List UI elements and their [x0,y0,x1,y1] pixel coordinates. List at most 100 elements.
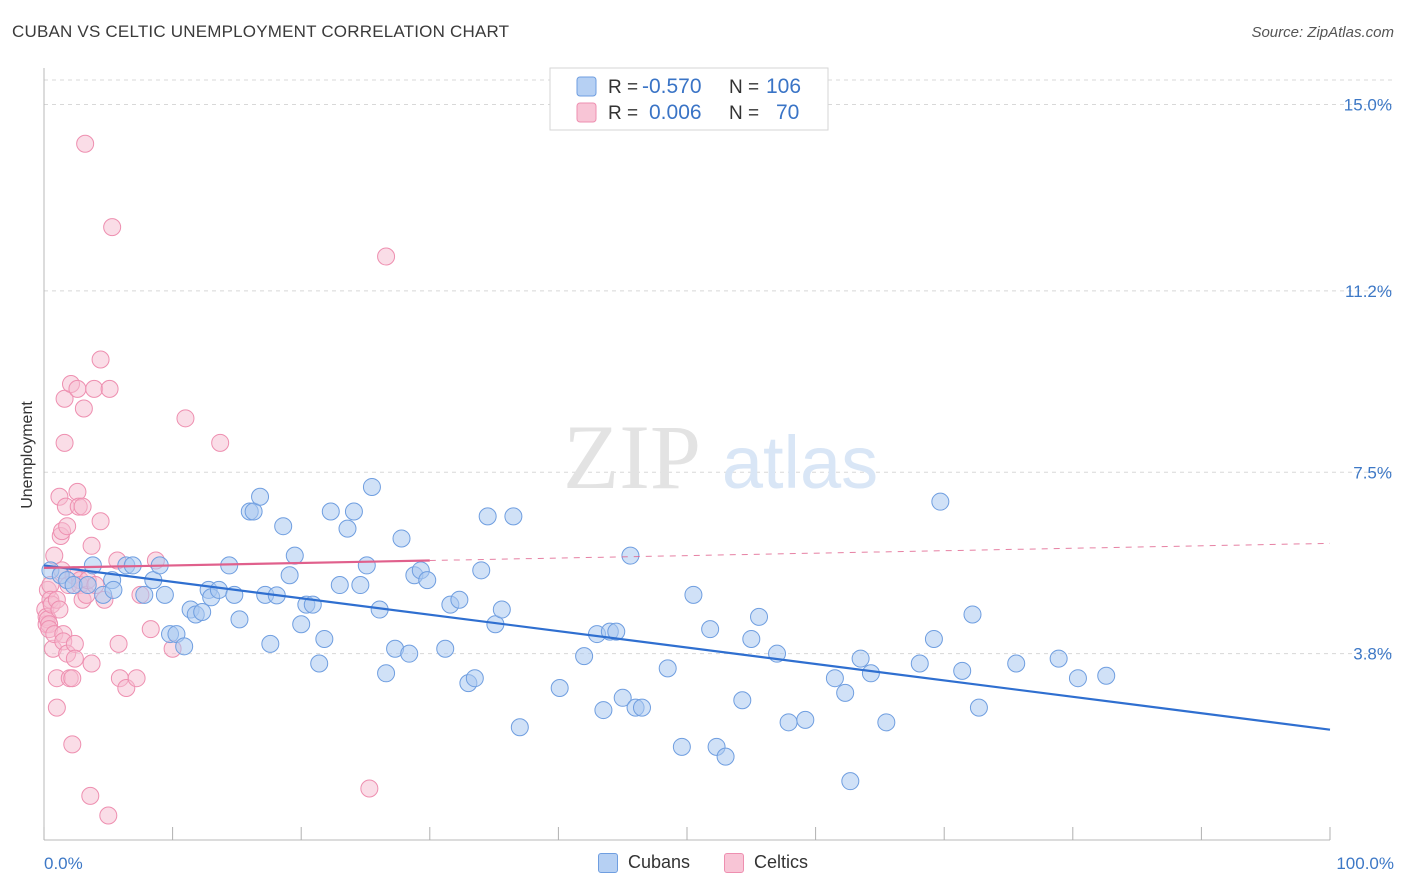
cubans-point [796,710,815,729]
cubans-point [104,580,123,599]
celtics-point [76,134,95,153]
x-tick-label-start: 0.0% [44,854,83,873]
cubans-point [924,629,943,648]
cubans-point [672,737,691,756]
cubans-point [330,576,349,595]
y-tick-label: 7.5% [1353,463,1392,482]
celtics-point [377,247,396,266]
cubans-point [836,683,855,702]
cubans-point [575,647,594,666]
cubans-point [851,649,870,668]
series-legend: Cubans Celtics [0,852,1406,873]
celtics-point [109,634,128,653]
cubans-point [310,654,329,673]
celtics-point [65,649,84,668]
cubans-point [436,639,455,658]
cubans-point [321,502,340,521]
cubans-point [621,546,640,565]
cubans-point [607,622,626,641]
watermark-zip: ZIP [563,406,701,508]
y-tick-label: 15.0% [1344,96,1392,115]
cubans-point [280,566,299,585]
x-tick-label-end: 100.0% [1336,854,1394,873]
celtics-point [81,786,100,805]
celtics-point [73,497,92,516]
cubans-point [684,585,703,604]
cubans-point [377,664,396,683]
watermark: ZIP atlas [563,406,878,508]
cubans-point [193,603,212,621]
cubans-point [472,561,491,580]
axes [43,68,1331,841]
cubans-point [315,629,334,648]
y-tick-label: 11.2% [1345,282,1392,301]
cubans-point [1097,666,1116,685]
chart-title: CUBAN VS CELTIC UNEMPLOYMENT CORRELATION… [12,22,510,41]
cubans-point [742,629,761,648]
cubans-point [963,605,982,624]
celtics-point [82,654,101,673]
cubans-point [750,607,769,626]
cubans-point [861,664,880,683]
legend-swatch-celtics [576,102,597,123]
celtics-point [82,536,101,555]
legend-n-label-1: N = [729,77,759,98]
celtics-point [91,350,110,369]
y-tick-label: 3.8% [1353,645,1392,664]
celtics-point [127,669,146,688]
celtics-swatch [724,852,745,873]
cubans-point [733,691,752,710]
trend-lines [43,542,1331,731]
cubans-point [285,546,304,565]
legend-item-cubans[interactable]: Cubans [597,852,691,873]
legend-r-label-1: R = [608,77,638,98]
celtics-trendline-extension [429,542,1331,562]
cubans-point [931,492,950,511]
cubans-point [344,502,363,521]
cubans-point [357,556,376,575]
cubans-point [478,507,497,526]
legend-item-celtics[interactable]: Celtics [724,852,808,873]
celtics-trendline [43,559,430,569]
cubans-point [492,600,511,619]
cubans-point [392,529,411,548]
cubans-point [550,679,569,697]
cubans-point [261,634,280,653]
cubans-point [292,615,311,634]
cubans-point [465,669,484,688]
celtics-point [63,669,82,688]
cubans-point [338,519,357,538]
cubans-point [418,571,437,590]
cubans-point [632,698,651,717]
celtics-label: Celtics [754,852,809,872]
cubans-point [1007,654,1026,673]
cubans-point [841,772,860,791]
cubans-label: Cubans [627,852,691,872]
cubans-point [274,517,293,536]
cubans-point [251,487,270,506]
celtics-point [85,379,104,398]
cubans-point [400,644,419,663]
cubans-trendline [43,564,1331,731]
celtics-point [74,399,93,418]
cubans-point [175,637,194,656]
celtics-point [211,433,230,452]
celtics-point [58,517,77,536]
cubans-point [510,718,529,737]
celtics-point [55,433,74,452]
celtics-point [68,379,87,398]
cubans-point [613,688,632,707]
watermark-atlas: atlas [722,421,878,504]
celtics-point [99,806,118,825]
cubans-point [716,747,735,766]
celtics-point [141,620,160,639]
celtics-point [100,379,119,398]
tick-labels: 3.8% 7.5% 11.2% 15.0% 0.0% 100.0% [44,96,1394,873]
celtics-point [63,735,82,754]
legend-swatch-cubans [576,76,597,97]
cubans-point [779,713,798,732]
grid [44,79,1392,655]
cubans-point [362,477,381,496]
celtics-point [103,218,122,237]
